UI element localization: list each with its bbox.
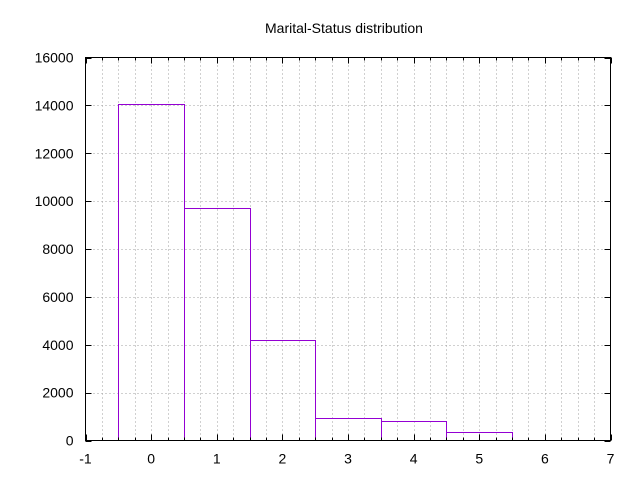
x-tick-label: 3 [344,451,352,467]
x-tick-label: 6 [541,451,549,467]
axis-ticks [85,57,612,442]
y-tick-label: 4000 [42,337,73,353]
x-tick-label: 5 [475,451,483,467]
x-axis-tick-labels: -1 0 1 2 3 4 5 6 7 [79,451,614,467]
grid-lines [85,57,611,441]
x-tick-label: -1 [79,451,92,467]
y-tick-label: 10000 [35,193,74,209]
y-tick-label: 16000 [35,50,74,66]
x-tick-label: 2 [278,451,286,467]
y-tick-label: 12000 [35,145,74,161]
plot-frame [85,57,611,441]
x-tick-label: 1 [213,451,221,467]
y-tick-label: 8000 [42,241,73,257]
y-tick-label: 6000 [42,289,73,305]
y-tick-label: 14000 [35,97,74,113]
y-axis-tick-labels: 0 2000 4000 6000 8000 10000 12000 14000 16000 [35,50,74,449]
y-tick-label: 2000 [42,385,73,401]
x-tick-label: 4 [410,451,418,467]
y-tick-label: 0 [66,433,74,449]
x-tick-label: 0 [147,451,155,467]
chart-title: Marital-Status distribution [265,20,423,36]
bar-series [118,104,513,441]
x-tick-label: 7 [607,451,615,467]
